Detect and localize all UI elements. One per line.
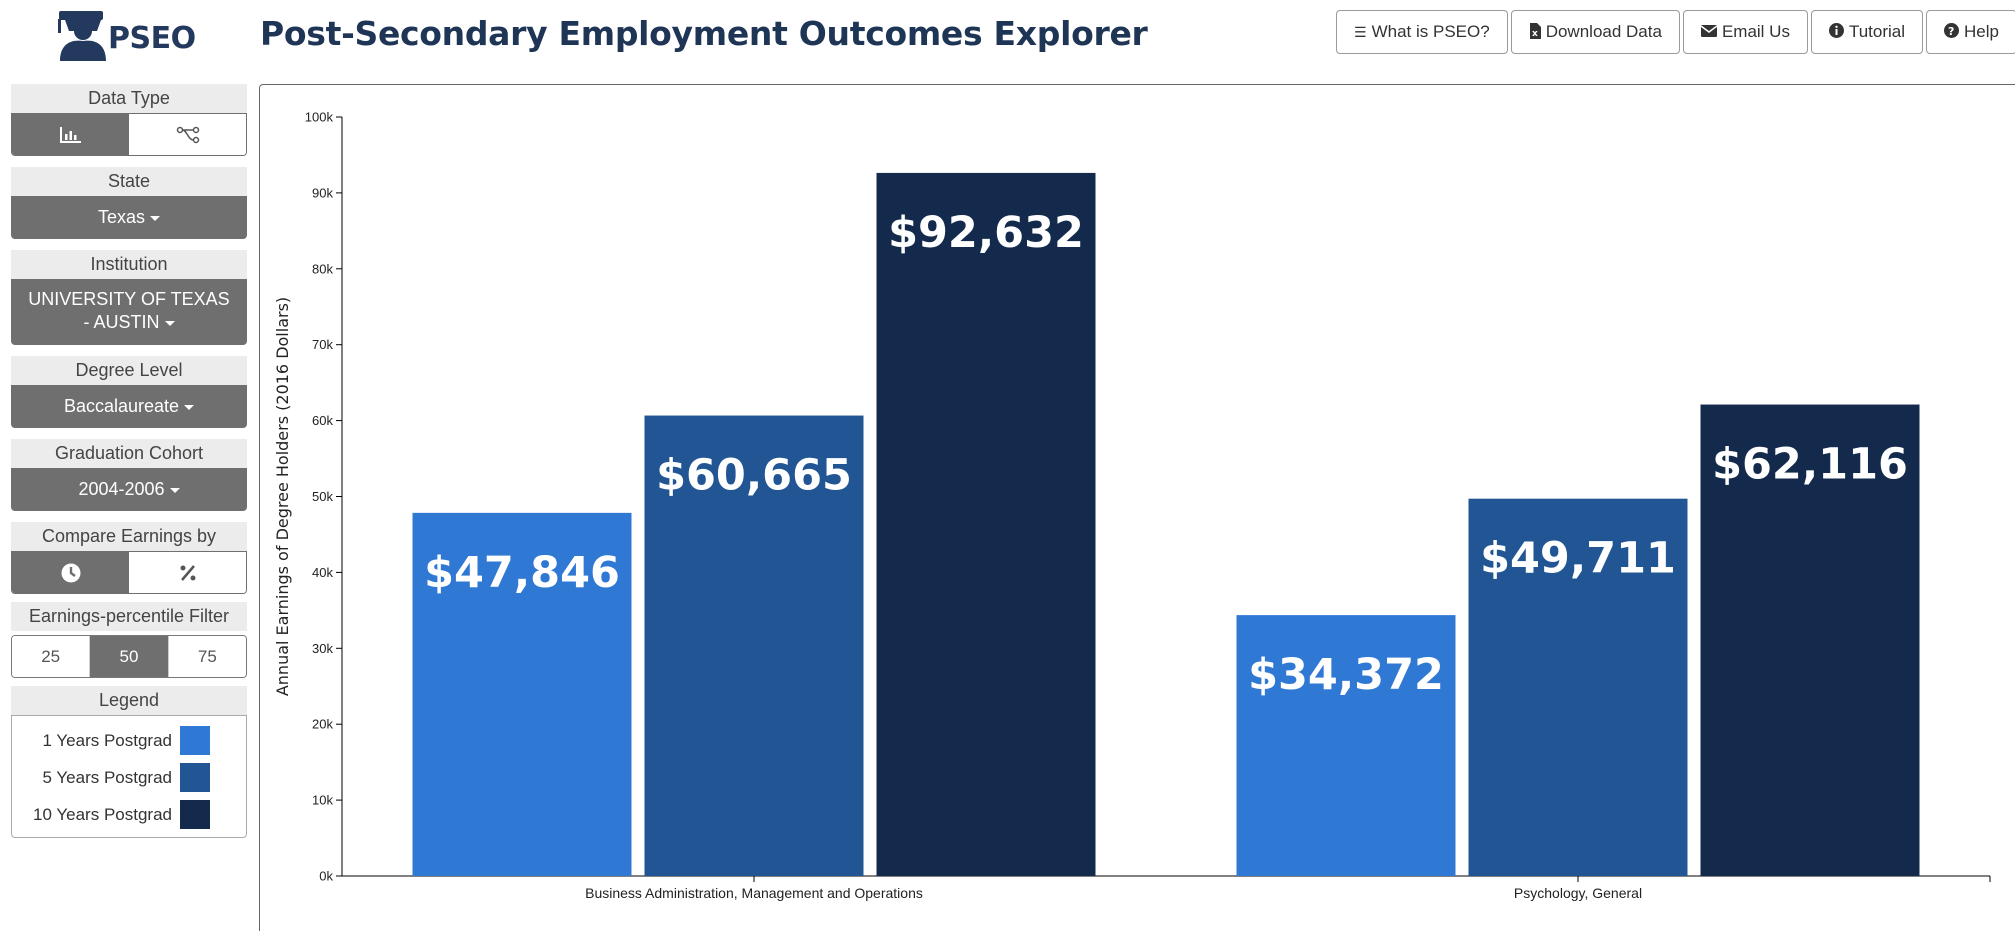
legend-swatch <box>180 800 210 829</box>
caret-down-icon <box>150 216 160 221</box>
legend-item-1yr: 1 Years Postgrad <box>12 722 246 759</box>
envelope-icon <box>1701 24 1717 40</box>
degree-level-dropdown[interactable]: Baccalaureate <box>11 385 247 428</box>
y-tick-label: 20k <box>312 717 333 732</box>
email-us-label: Email Us <box>1722 22 1790 42</box>
y-tick-label: 80k <box>312 261 333 276</box>
chart-panel: Annual Earnings of Degree Holders (2016 … <box>259 84 2015 931</box>
data-type-flow-option[interactable] <box>129 114 246 155</box>
y-tick-label: 90k <box>312 185 333 200</box>
data-type-label: Data Type <box>11 84 247 113</box>
data-type-toggle <box>11 113 247 156</box>
what-is-pseo-label: What is PSEO? <box>1372 22 1490 42</box>
legend-item-label: 1 Years Postgrad <box>43 731 172 751</box>
compare-by-percentile-option[interactable] <box>129 552 246 593</box>
download-data-button[interactable]: x Download Data <box>1511 10 1680 54</box>
y-tick-label: 30k <box>312 641 333 656</box>
x-tick-label: Psychology, General <box>1514 885 1642 901</box>
tutorial-label: Tutorial <box>1849 22 1905 42</box>
bar-chart-icon <box>60 127 82 143</box>
state-dropdown[interactable]: Texas <box>11 196 247 239</box>
svg-text:x: x <box>1532 29 1538 39</box>
what-is-pseo-button[interactable]: ☰ What is PSEO? <box>1336 10 1508 54</box>
x-tick-label: Business Administration, Management and … <box>585 885 923 901</box>
institution-value-line1: UNIVERSITY OF TEXAS <box>11 288 247 311</box>
y-axis-title: Annual Earnings of Degree Holders (2016 … <box>273 297 292 696</box>
percentile-filter-label: Earnings-percentile Filter <box>11 602 247 631</box>
caret-down-icon <box>165 321 175 326</box>
download-data-label: Download Data <box>1546 22 1662 42</box>
legend-swatch <box>180 726 210 755</box>
legend-item-label: 10 Years Postgrad <box>33 805 172 825</box>
compare-earnings-label: Compare Earnings by <box>11 522 247 551</box>
legend-label: Legend <box>11 686 247 715</box>
institution-value-line2: - AUSTIN <box>83 312 159 332</box>
tutorial-button[interactable]: Tutorial <box>1811 10 1923 54</box>
logo-text: PSEO <box>108 21 196 56</box>
top-nav: ☰ What is PSEO? x Download Data Email Us… <box>1336 10 2015 54</box>
svg-text:?: ? <box>1948 25 1954 38</box>
percentile-filter-toggle: 25 50 75 <box>11 635 247 678</box>
y-tick-label: 100k <box>305 110 334 125</box>
degree-level-label: Degree Level <box>11 356 247 385</box>
bar-value-label: $62,116 <box>1712 440 1908 490</box>
graduation-cohort-value: 2004-2006 <box>78 479 164 499</box>
y-tick-label: 10k <box>312 793 333 808</box>
bar <box>877 173 1096 876</box>
institution-label: Institution <box>11 250 247 279</box>
list-icon: ☰ <box>1354 24 1367 41</box>
percentile-75-option[interactable]: 75 <box>169 636 246 677</box>
bar-value-label: $49,711 <box>1480 534 1676 584</box>
help-label: Help <box>1964 22 1999 42</box>
bar-chart: Annual Earnings of Degree Holders (2016 … <box>260 85 2015 931</box>
state-value: Texas <box>98 207 145 227</box>
legend-item-5yr: 5 Years Postgrad <box>12 759 246 796</box>
graduation-cohort-dropdown[interactable]: 2004-2006 <box>11 468 247 511</box>
email-us-button[interactable]: Email Us <box>1683 10 1808 54</box>
flow-icon <box>176 126 200 144</box>
degree-level-value: Baccalaureate <box>64 396 179 416</box>
percent-icon <box>179 564 197 582</box>
data-type-bar-option[interactable] <box>12 114 129 155</box>
file-excel-icon: x <box>1529 23 1541 42</box>
bar-value-label: $92,632 <box>888 208 1084 258</box>
compare-by-time-option[interactable] <box>12 552 129 593</box>
state-label: State <box>11 167 247 196</box>
y-tick-label: 40k <box>312 565 333 580</box>
legend-item-label: 5 Years Postgrad <box>43 768 172 788</box>
bar-value-label: $47,846 <box>424 548 620 598</box>
institution-dropdown[interactable]: UNIVERSITY OF TEXAS - AUSTIN <box>11 279 247 345</box>
page-title: Post-Secondary Employment Outcomes Explo… <box>260 14 1148 53</box>
compare-earnings-toggle <box>11 551 247 594</box>
y-tick-label: 50k <box>312 489 333 504</box>
bar-value-label: $34,372 <box>1248 650 1444 700</box>
percentile-50-option[interactable]: 50 <box>90 636 168 677</box>
graduate-icon <box>56 5 110 61</box>
graduation-cohort-label: Graduation Cohort <box>11 439 247 468</box>
y-tick-label: 0k <box>319 869 333 884</box>
legend-swatch <box>180 763 210 792</box>
info-circle-icon <box>1829 23 1844 41</box>
y-tick-label: 70k <box>312 337 333 352</box>
caret-down-icon <box>170 488 180 493</box>
sidebar: Data Type State Texas Institution UNIVER… <box>11 84 247 838</box>
pseo-logo[interactable]: PSEO <box>56 4 206 62</box>
legend-item-10yr: 10 Years Postgrad <box>12 796 246 833</box>
clock-icon <box>61 563 81 583</box>
y-tick-label: 60k <box>312 413 333 428</box>
bar-value-label: $60,665 <box>656 451 852 501</box>
help-button[interactable]: ? Help <box>1926 10 2015 54</box>
question-circle-icon: ? <box>1944 23 1959 41</box>
caret-down-icon <box>184 405 194 410</box>
percentile-25-option[interactable]: 25 <box>12 636 90 677</box>
legend: 1 Years Postgrad 5 Years Postgrad 10 Yea… <box>11 715 247 838</box>
